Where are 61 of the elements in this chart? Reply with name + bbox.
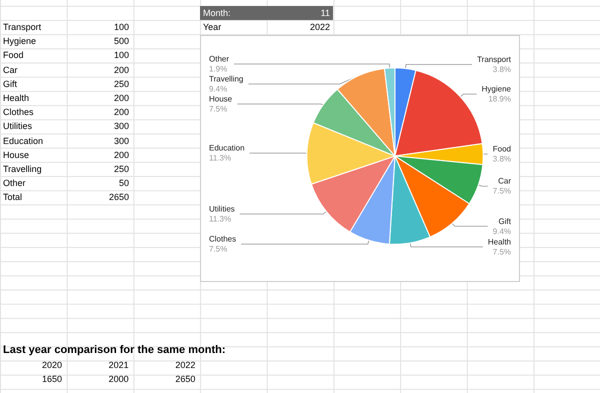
slice-label: Transport <box>477 55 512 64</box>
data-label: 11.3% <box>209 214 232 224</box>
slice-label: Clothes <box>209 234 236 244</box>
slice-label: Utilities <box>209 204 235 214</box>
text: 50 <box>118 177 129 190</box>
slice-label: Education <box>209 144 245 153</box>
slice-label: Gift <box>498 216 512 226</box>
text: 11 <box>320 7 330 20</box>
text: 2021 <box>108 359 129 372</box>
text: Food <box>3 49 25 62</box>
text: 2650 <box>108 191 129 204</box>
text: Other <box>3 177 27 190</box>
text: Education <box>3 134 44 148</box>
text: 300 <box>112 120 129 134</box>
data-label: 3.8% <box>492 65 511 74</box>
slice-label: House <box>209 94 233 104</box>
text: 100 <box>112 21 129 34</box>
slice-label: Travelling <box>209 74 244 84</box>
text: Health <box>3 92 30 105</box>
data-label: 7.5% <box>492 247 511 256</box>
data-label: 7.5% <box>492 186 511 196</box>
text: Transport <box>3 21 42 34</box>
text: Clothes <box>3 106 35 120</box>
slice-label: Hygiene <box>482 84 512 94</box>
text: Total <box>3 191 24 204</box>
data-label: 3.8% <box>492 154 511 164</box>
text: 2650 <box>174 373 196 386</box>
slice-label: Car <box>498 176 512 186</box>
text: House <box>3 148 30 162</box>
text: 250 <box>112 163 129 176</box>
text: Travelling <box>3 163 43 176</box>
text: 200 <box>112 106 129 120</box>
text: 200 <box>112 148 129 162</box>
data-label: 9.4% <box>492 226 511 236</box>
data-label: 7.5% <box>209 104 228 114</box>
slice-label: Health <box>488 237 511 246</box>
text: Car <box>3 64 19 77</box>
text: 500 <box>112 35 129 48</box>
text: 100 <box>112 49 129 62</box>
data-label: 1.9% <box>209 64 228 74</box>
text: 200 <box>112 92 129 105</box>
text: 300 <box>112 134 129 148</box>
text: 250 <box>112 78 129 91</box>
text: Month: <box>203 7 232 20</box>
text: 2020 <box>40 359 62 372</box>
data-label: 18.9% <box>488 94 511 104</box>
data-label: 11.3% <box>209 154 232 163</box>
text: Gift <box>3 78 18 91</box>
data-label: 7.5% <box>209 244 228 254</box>
text: 2000 <box>108 373 129 386</box>
text: 200 <box>112 64 129 77</box>
text: Hygiene <box>3 35 38 48</box>
slice-label: Food <box>492 144 511 154</box>
slice-label: Other <box>209 54 230 64</box>
data-label: 9.4% <box>209 84 228 94</box>
text: Utilities <box>3 120 34 134</box>
text: Last year comparison for the same month: <box>3 343 226 357</box>
text: 2022 <box>174 359 196 372</box>
text: Year <box>203 21 222 34</box>
text: 1650 <box>40 373 62 386</box>
text: 2022 <box>308 21 330 34</box>
